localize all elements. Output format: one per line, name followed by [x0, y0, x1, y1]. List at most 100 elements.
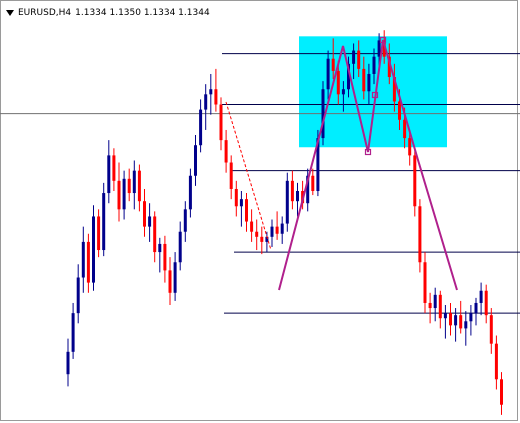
- pattern-zigzag: [278, 39, 458, 291]
- candle-body: [413, 155, 417, 207]
- candle: [71, 302, 75, 359]
- candle-body: [245, 199, 248, 222]
- pattern-anchor-marker: [379, 36, 387, 44]
- candle: [107, 140, 111, 204]
- candle: [469, 304, 473, 336]
- candle: [484, 284, 488, 324]
- symbol-timeframe: EURUSD,H4: [18, 8, 72, 18]
- candle-body: [489, 315, 493, 344]
- candle-body: [97, 216, 101, 251]
- candle-body: [500, 379, 503, 405]
- candle: [143, 188, 146, 237]
- candle-body: [392, 77, 396, 102]
- candle: [341, 81, 345, 112]
- candle-body: [321, 89, 325, 139]
- candle-body: [183, 209, 187, 232]
- candle: [168, 257, 172, 305]
- candle-body: [423, 262, 427, 303]
- candle: [188, 168, 192, 218]
- candle-body: [357, 50, 361, 69]
- candle-body: [199, 109, 203, 146]
- candle: [112, 148, 116, 192]
- candle: [245, 193, 248, 232]
- candle-body: [285, 180, 289, 224]
- candle: [209, 73, 213, 115]
- candle-body: [132, 170, 136, 194]
- candle: [367, 63, 371, 105]
- candle: [423, 252, 427, 314]
- candle-body: [194, 145, 197, 176]
- candle-body: [275, 226, 279, 234]
- candle: [454, 308, 458, 342]
- candle-body: [250, 221, 254, 232]
- candle-body: [408, 138, 412, 156]
- candle-body: [387, 56, 391, 78]
- candle: [86, 233, 90, 293]
- candle-body: [367, 73, 371, 92]
- candle-body: [311, 175, 315, 192]
- dashed-retracement-line: [225, 101, 272, 251]
- candle-body: [76, 277, 80, 314]
- candle: [392, 63, 396, 112]
- candle: [219, 97, 223, 151]
- candle: [127, 168, 131, 202]
- candle-body: [372, 56, 376, 74]
- candle: [204, 84, 208, 130]
- candle: [173, 252, 177, 301]
- candle: [336, 60, 340, 105]
- candle-body: [66, 351, 70, 375]
- candle-body: [92, 216, 95, 283]
- candle: [66, 338, 70, 387]
- candle-body: [403, 119, 407, 139]
- candle: [357, 40, 361, 78]
- candle-body: [336, 70, 340, 95]
- candle: [148, 203, 152, 242]
- candle-body: [255, 231, 259, 237]
- candle-body: [331, 58, 335, 71]
- candle-body: [265, 236, 269, 242]
- candle: [81, 226, 85, 293]
- candle-body: [239, 199, 243, 207]
- candle: [153, 211, 157, 263]
- candle-body: [219, 104, 223, 141]
- candle-body: [173, 262, 177, 293]
- candle-body: [117, 180, 121, 210]
- candle-body: [86, 241, 90, 283]
- candle-body: [209, 89, 213, 95]
- candle-body: [469, 313, 473, 322]
- candle-body: [107, 155, 111, 194]
- candle-body: [474, 302, 478, 314]
- candle-body: [377, 40, 381, 57]
- candle-body: [178, 231, 182, 263]
- candle-body: [280, 223, 284, 234]
- candle-body: [296, 191, 299, 202]
- candle-body: [163, 243, 167, 271]
- candle: [194, 135, 197, 186]
- candle-body: [168, 270, 172, 293]
- candle-body: [326, 58, 330, 90]
- pattern-anchor-marker: [371, 91, 379, 99]
- candle: [163, 235, 167, 283]
- symbol-header: EURUSD,H4 1.1334 1.1350 1.1334 1.1344: [6, 8, 210, 18]
- ohlc-prices: 1.1334 1.1350 1.1334 1.1344: [75, 8, 210, 18]
- candle: [413, 148, 417, 217]
- candle: [158, 237, 162, 273]
- candle-body: [398, 101, 401, 120]
- candle-body: [224, 140, 228, 163]
- candle: [326, 50, 330, 100]
- candle: [464, 311, 468, 346]
- candle: [199, 99, 203, 153]
- pattern-anchor-marker: [364, 148, 372, 156]
- candle: [362, 56, 366, 100]
- candle-body: [418, 206, 422, 263]
- candle-body: [102, 193, 106, 251]
- collapse-triangle-icon[interactable]: [6, 10, 14, 16]
- candle: [275, 211, 279, 240]
- candle: [102, 182, 106, 257]
- candle: [459, 300, 463, 334]
- candle: [265, 231, 269, 253]
- candle: [321, 81, 325, 146]
